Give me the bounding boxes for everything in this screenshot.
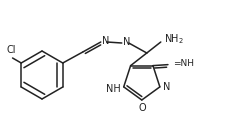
Text: O: O [139, 103, 147, 113]
Text: N: N [102, 36, 109, 46]
Text: N: N [163, 82, 170, 92]
Text: =NH: =NH [173, 59, 194, 68]
Text: NH$_2$: NH$_2$ [164, 32, 184, 46]
Text: NH: NH [106, 84, 121, 94]
Text: N: N [123, 37, 130, 47]
Text: Cl: Cl [7, 45, 16, 55]
